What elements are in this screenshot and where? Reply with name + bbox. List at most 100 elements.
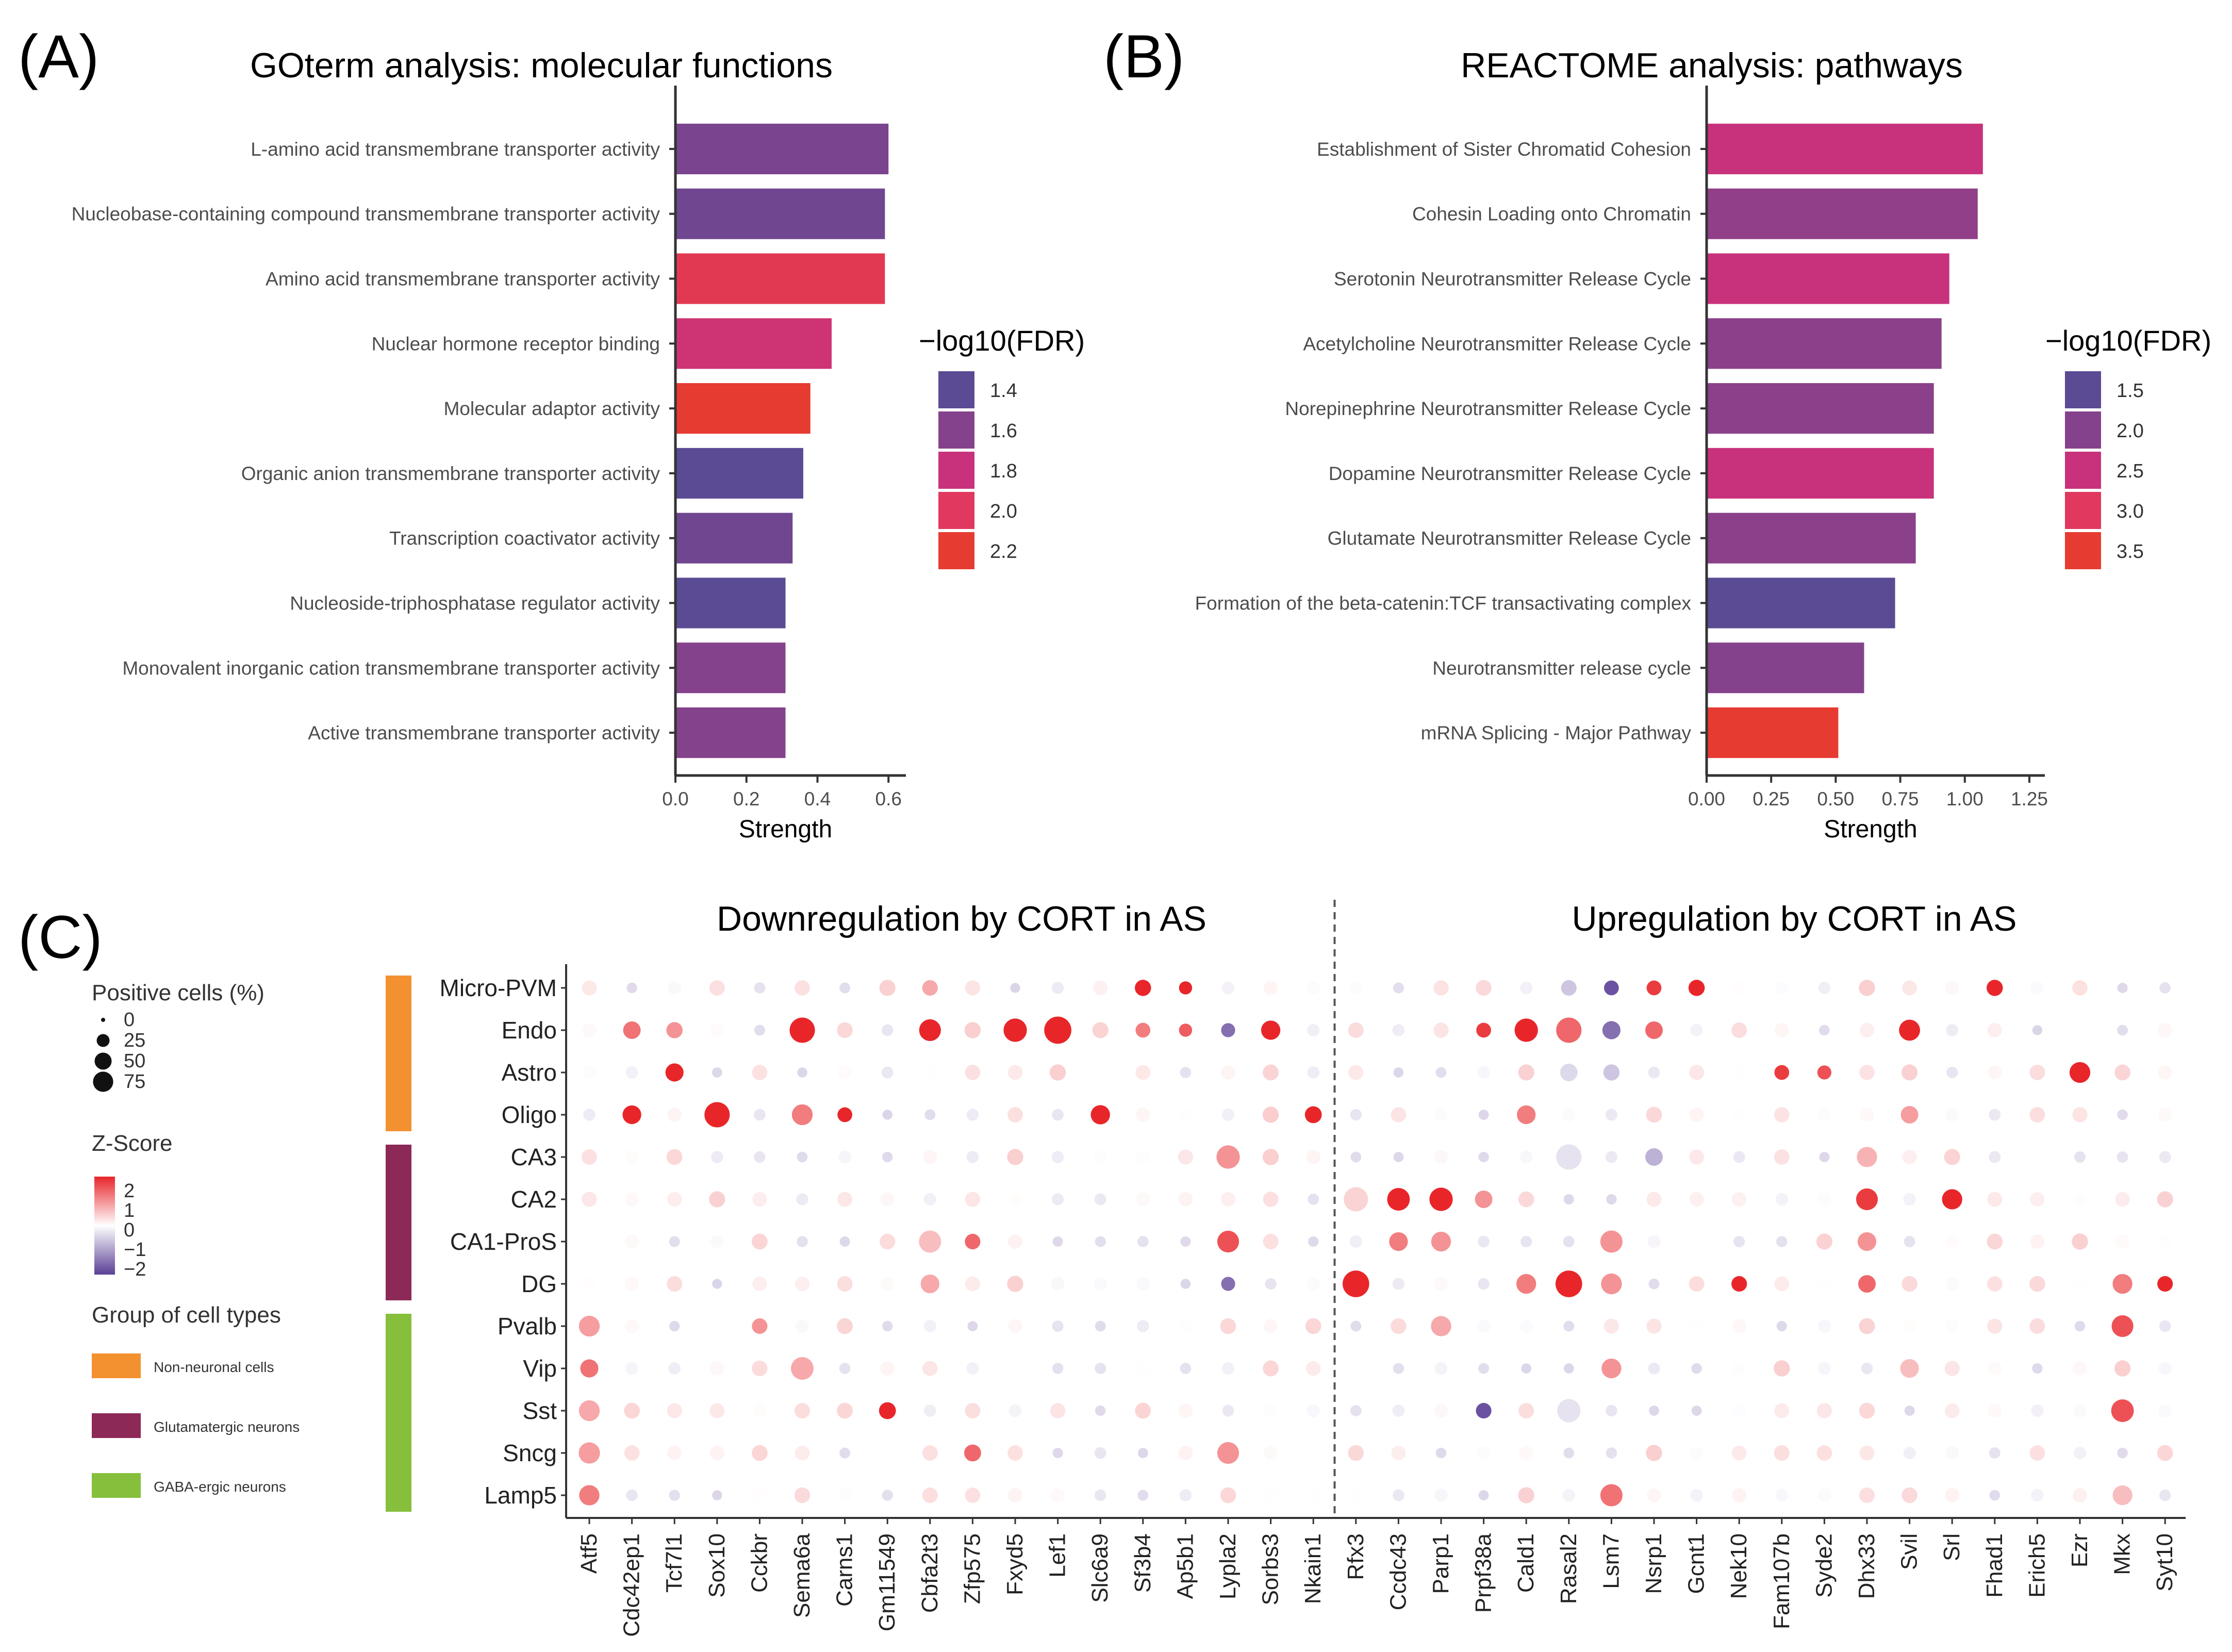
row-label: Vip (523, 1355, 557, 1382)
dot (922, 1361, 938, 1376)
dot (1560, 1064, 1578, 1081)
dot (1052, 1236, 1063, 1247)
dot (1816, 1233, 1832, 1250)
gene-label: Sorbs3 (1258, 1533, 1283, 1605)
dot (754, 1025, 765, 1036)
dot (1434, 1150, 1448, 1164)
dot (2117, 1151, 2128, 1163)
color-legend-label: 0 (124, 1219, 135, 1241)
dot (1518, 1064, 1534, 1081)
dot (2115, 1192, 2130, 1207)
dot (1178, 1149, 1193, 1165)
dot (1261, 1020, 1281, 1040)
dot (791, 1357, 814, 1380)
bar-3 (1707, 253, 1949, 304)
dot (1431, 1316, 1451, 1336)
dot (752, 1192, 767, 1207)
legend-swatch (2065, 452, 2101, 489)
dot (881, 1446, 895, 1460)
dot (1519, 1150, 1533, 1164)
dot (582, 1023, 597, 1037)
dot (2158, 1362, 2172, 1375)
dot (1392, 1489, 1404, 1501)
row-label: Sncg (503, 1440, 557, 1466)
dot (1136, 1150, 1150, 1164)
legend-swatch (938, 452, 974, 489)
dot (1774, 1445, 1790, 1461)
category-label: Nucleoside-triphosphatase regulator acti… (290, 593, 660, 614)
dot (667, 1276, 683, 1292)
dot (1944, 1403, 1960, 1418)
category-label: Nucleobase-containing compound transmemb… (72, 204, 660, 225)
dot (1179, 1023, 1193, 1037)
dot (965, 1192, 981, 1207)
dot (795, 1276, 810, 1292)
dot (1776, 1236, 1788, 1247)
section-title-down: Downregulation by CORT in AS (717, 899, 1206, 938)
dot (1389, 1232, 1408, 1251)
dot (1305, 1361, 1321, 1376)
dot (752, 1318, 768, 1334)
dot (1602, 1021, 1621, 1039)
dot (1392, 1405, 1405, 1417)
dot (1857, 1232, 1877, 1251)
dot (1689, 1192, 1704, 1207)
dot (881, 1024, 894, 1036)
dot (2158, 1023, 2172, 1037)
dot (754, 1109, 766, 1121)
group-legend-label: GABA-ergic neurons (154, 1479, 286, 1495)
dot (882, 1320, 893, 1332)
dot (838, 1150, 852, 1164)
dot (1348, 1445, 1364, 1461)
dot (965, 1402, 981, 1419)
dot (2029, 1318, 2045, 1334)
category-label: Formation of the beta-catenin:TCF transa… (1195, 593, 1692, 614)
dot (1090, 1105, 1110, 1125)
dot (837, 1318, 853, 1334)
size-legend-dot (96, 1034, 110, 1047)
legend-swatch (938, 411, 974, 449)
dot (1095, 1236, 1106, 1247)
dot (1775, 1489, 1789, 1502)
gene-label: Slc6a9 (1087, 1533, 1113, 1603)
dot (1478, 1278, 1490, 1290)
dot (1859, 1488, 1875, 1503)
dot (578, 1442, 600, 1464)
row-label: Endo (502, 1017, 557, 1044)
dot (623, 1021, 641, 1039)
dot (1049, 1064, 1066, 1081)
legend-label: 2.0 (2117, 420, 2144, 442)
dot (1817, 1277, 1831, 1291)
dot (1007, 1149, 1023, 1165)
dot (1987, 1318, 2003, 1334)
dot (1603, 1064, 1620, 1081)
legend-label: 1.5 (2117, 380, 2144, 402)
dot (1180, 1363, 1192, 1374)
dot (1563, 1363, 1574, 1374)
dot (1557, 1399, 1581, 1423)
dot (1477, 1446, 1491, 1460)
gene-label: Ap5b1 (1172, 1533, 1198, 1599)
dot (1264, 1403, 1278, 1418)
dot (1434, 1489, 1448, 1502)
dot (1221, 981, 1235, 995)
dot (837, 1107, 852, 1122)
legend-label: 2.5 (2117, 460, 2144, 482)
dot (1858, 1275, 1876, 1293)
dot (839, 1236, 850, 1247)
x-tick-label: 1.00 (1946, 788, 1983, 810)
dot (880, 1277, 895, 1291)
dot (882, 1490, 893, 1501)
dot (1945, 1319, 1959, 1333)
dot (1478, 1363, 1490, 1374)
dot (1903, 1193, 1916, 1206)
dot (1434, 1403, 1448, 1418)
section-title-up: Upregulation by CORT in AS (1572, 899, 2016, 938)
dot (1945, 1234, 1959, 1249)
dot (2029, 1064, 2045, 1081)
legend-label: 1.4 (990, 380, 1017, 402)
dot (1774, 1065, 1790, 1080)
dot (578, 1400, 600, 1422)
dot (1731, 1276, 1747, 1292)
category-label: Monovalent inorganic cation transmembran… (122, 657, 660, 679)
